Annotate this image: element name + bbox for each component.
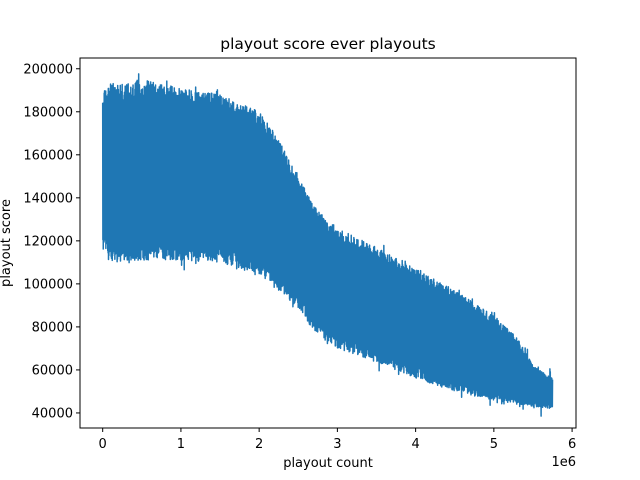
axes-frame	[79, 57, 577, 429]
chart-title: playout score ever playouts	[220, 35, 436, 53]
x-tick-label: 2	[255, 437, 263, 452]
y-tick-label: 180000	[23, 105, 73, 120]
y-tick-label: 120000	[23, 234, 73, 249]
x-tick-label: 4	[411, 437, 419, 452]
y-tick-label: 100000	[23, 277, 73, 292]
y-axis-ticks: 40000 60000 80000 100000 120000 140000 160000 1…	[23, 62, 80, 421]
plot-area	[101, 73, 554, 417]
y-tick-label: 80000	[32, 320, 73, 335]
y-tick-label: 200000	[23, 62, 73, 77]
y-tick-label: 140000	[23, 191, 73, 206]
x-tick-label: 0	[99, 437, 107, 452]
x-tick-label: 6	[568, 437, 576, 452]
x-axis-ticks: 0 1 2 3 4 5 6	[99, 428, 576, 452]
y-axis-label: playout score	[0, 199, 14, 287]
y-tick-label: 60000	[32, 363, 73, 378]
x-tick-label: 5	[490, 437, 498, 452]
x-tick-label: 1	[177, 437, 185, 452]
series-line-0	[101, 73, 554, 417]
x-tick-label: 3	[333, 437, 341, 452]
y-tick-label: 160000	[23, 148, 73, 163]
x-axis-offset-label: 1e6	[551, 455, 576, 470]
x-axis-label: playout count	[283, 456, 373, 471]
y-tick-label: 40000	[32, 406, 73, 421]
